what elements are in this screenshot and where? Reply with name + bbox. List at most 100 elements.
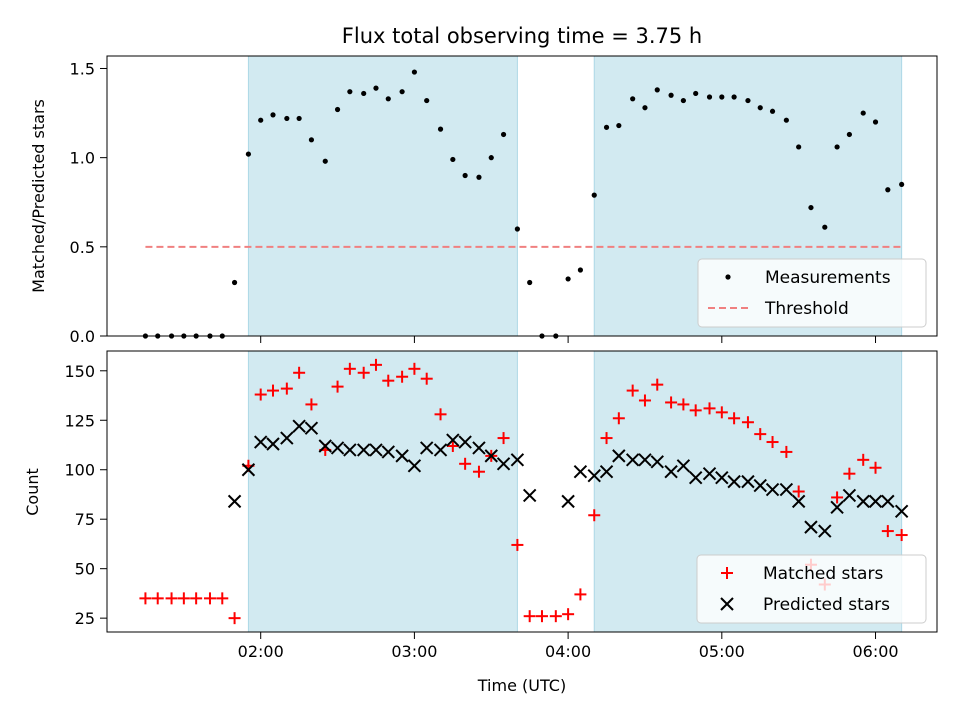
predicted-stars-point <box>496 457 511 471</box>
measurements-point <box>846 131 852 138</box>
matched-stars-point <box>843 467 856 480</box>
measurements-point <box>296 115 302 122</box>
bot-y-tick-label: 50 <box>75 560 95 579</box>
matched-stars-point <box>139 592 152 605</box>
predicted-stars-point <box>688 470 703 485</box>
predicted-stars-point <box>266 437 280 451</box>
matched-stars-point <box>472 465 485 478</box>
matched-stars-point <box>216 592 229 605</box>
matched-stars-point <box>511 538 524 551</box>
legend-matched-label: Matched stars <box>763 564 883 584</box>
matched-stars-point <box>535 610 548 623</box>
predicted-stars-point <box>650 455 664 469</box>
matched-stars-point <box>766 436 779 449</box>
measurements-point <box>745 97 751 104</box>
legend-measurements-marker <box>725 274 731 280</box>
matched-stars-point <box>280 382 293 395</box>
matched-stars-point <box>562 608 575 621</box>
measurements-point <box>731 94 737 100</box>
predicted-stars-point <box>381 445 395 459</box>
matched-stars-point <box>689 404 702 417</box>
predicted-stars-point <box>612 449 626 463</box>
bottom-legend-box <box>696 554 927 624</box>
predicted-stars-point <box>599 465 614 479</box>
predicted-stars-point <box>241 463 256 477</box>
predicted-stars-point <box>856 494 870 509</box>
bottom-y-axis-label: Count <box>23 468 42 516</box>
bot-y-tick-label: 150 <box>64 362 95 381</box>
top-y-tick-label: 0.0 <box>70 327 95 346</box>
predicted-stars-point <box>894 504 909 518</box>
predicted-stars-point <box>715 470 729 485</box>
matched-stars-point <box>549 610 562 623</box>
measurements-point <box>885 187 891 193</box>
measurements-point <box>424 97 430 104</box>
measurements-point <box>899 181 905 188</box>
top-panel: 0.0 0.5 1.0 1.5 Matched/Predicted stars Mea… <box>29 55 938 346</box>
measurements-point <box>577 267 584 273</box>
matched-stars-point <box>177 592 190 605</box>
top-legend: Measurements Threshold <box>697 258 927 328</box>
predicted-stars-point <box>842 488 857 503</box>
matched-stars-point <box>331 380 344 393</box>
predicted-stars-point <box>227 494 242 509</box>
predicted-stars-point <box>253 435 268 449</box>
predicted-stars-point <box>356 443 371 457</box>
measurements-point <box>872 119 879 125</box>
matched-stars-point <box>293 366 306 379</box>
predicted-stars-point <box>779 482 794 497</box>
predicted-stars-point <box>292 419 306 433</box>
legend-threshold-label: Threshold <box>764 299 849 319</box>
x-tick-label: 04:00 <box>545 642 591 661</box>
measurements-point <box>270 112 276 118</box>
x-tick-label: 05:00 <box>699 642 745 661</box>
predicted-stars-point <box>280 431 294 445</box>
matched-stars-point <box>446 439 459 452</box>
predicted-stars-point <box>419 441 434 455</box>
measurements-point <box>783 117 789 123</box>
measurements-point <box>245 151 252 157</box>
matched-stars-point <box>434 408 447 421</box>
matched-stars-point <box>895 529 908 542</box>
measurements-point <box>334 106 341 113</box>
matched-stars-point <box>203 592 216 605</box>
predicted-stars-point <box>484 449 498 463</box>
matched-stars-point <box>651 378 664 391</box>
measurements-point <box>822 224 828 230</box>
matched-stars-point <box>396 370 409 383</box>
predicted-stars-point <box>343 443 357 457</box>
predicted-stars-point <box>664 465 678 479</box>
matched-stars-point <box>715 406 728 419</box>
x-tick-label: 02:00 <box>238 642 284 661</box>
matched-stars-point <box>254 388 267 401</box>
measurements-point <box>603 124 610 130</box>
top-legend-box <box>697 258 927 328</box>
matched-stars-point <box>267 384 279 397</box>
matched-stars-point <box>881 525 894 538</box>
bot-observing-window-0 <box>247 350 518 633</box>
predicted-stars-point <box>741 474 755 489</box>
predicted-stars-point <box>625 453 640 467</box>
predicted-stars-point <box>573 465 588 479</box>
measurements-point <box>616 122 622 129</box>
predicted-stars-point <box>561 494 575 509</box>
bot-y-tick-label: 100 <box>64 461 95 480</box>
predicted-stars-point <box>818 524 832 538</box>
measurements-point <box>514 226 520 232</box>
matched-stars-point <box>151 592 164 605</box>
measurements-point <box>437 126 444 132</box>
measurements-point <box>654 87 660 93</box>
top-y-tick-label: 1.5 <box>70 59 95 78</box>
predicted-stars-point <box>510 453 525 467</box>
measurements-point <box>308 137 315 143</box>
matched-stars-point <box>741 416 754 429</box>
measurements-point <box>258 117 264 123</box>
top-y-tick-label: 1.0 <box>70 149 95 168</box>
x-tick-label: 03:00 <box>391 642 437 661</box>
predicted-stars-point <box>318 439 332 453</box>
matched-stars-point <box>497 432 510 445</box>
measurements-point <box>565 276 571 282</box>
top-observing-window-0 <box>247 55 518 337</box>
predicted-stars-point <box>676 459 691 473</box>
measurements-point <box>808 204 814 211</box>
